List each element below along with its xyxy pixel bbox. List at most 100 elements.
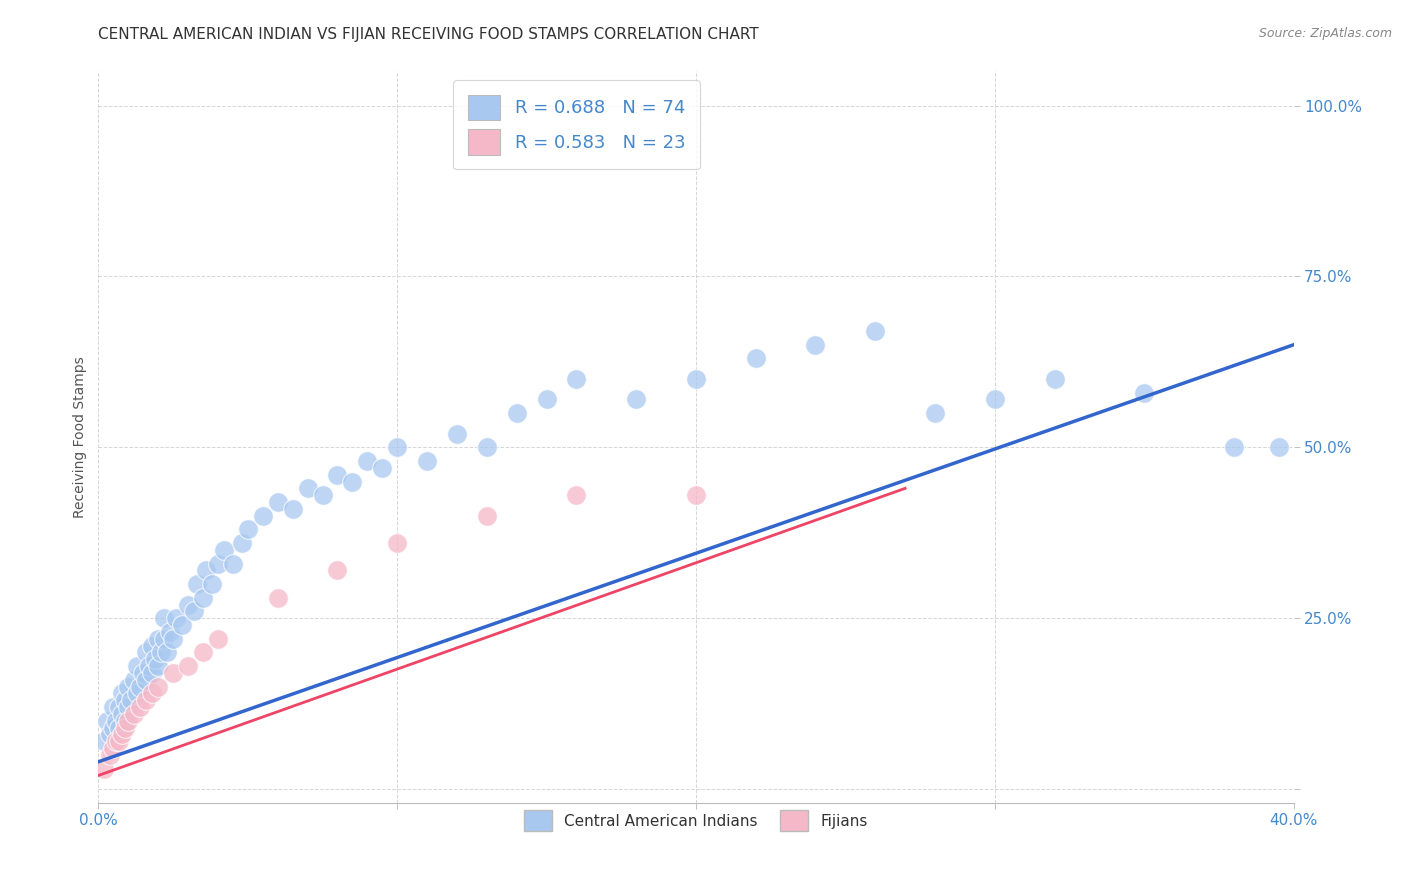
Point [177,598,200,612]
Point [1267,440,1289,454]
Point [191,645,214,659]
Point [124,706,146,721]
Point [745,351,768,366]
Point [103,721,125,735]
Point [416,454,439,468]
Point [108,721,131,735]
Point [111,706,134,721]
Point [150,645,173,659]
Point [212,542,235,557]
Point [685,488,707,502]
Point [103,741,125,756]
Point [117,680,139,694]
Point [297,481,319,495]
Point [114,714,136,728]
Point [201,577,224,591]
Point [114,693,136,707]
Point [475,508,498,523]
Point [191,591,214,605]
Point [475,440,498,454]
Point [186,577,208,591]
Point [865,324,887,338]
Point [1133,385,1156,400]
Point [156,645,179,659]
Point [565,372,588,386]
Point [111,727,134,741]
Point [93,734,115,748]
Point [984,392,1007,407]
Point [385,440,409,454]
Point [195,563,218,577]
Point [183,604,205,618]
Point [326,563,349,577]
Point [267,591,290,605]
Point [326,467,349,482]
Point [162,632,184,646]
Point [446,426,468,441]
Point [105,714,128,728]
Point [506,406,529,420]
Point [1223,440,1246,454]
Point [135,673,157,687]
Point [222,557,245,571]
Point [135,693,157,707]
Point [281,501,304,516]
Point [138,659,160,673]
Point [98,727,122,741]
Point [124,673,146,687]
Point [141,639,163,653]
Point [103,700,125,714]
Text: Source: ZipAtlas.com: Source: ZipAtlas.com [1258,27,1392,40]
Point [111,686,134,700]
Point [565,488,588,502]
Point [1043,372,1066,386]
Point [177,659,200,673]
Text: CENTRAL AMERICAN INDIAN VS FIJIAN RECEIVING FOOD STAMPS CORRELATION CHART: CENTRAL AMERICAN INDIAN VS FIJIAN RECEIV… [98,27,759,42]
Point [311,488,333,502]
Point [252,508,274,523]
Point [267,495,290,509]
Y-axis label: Receiving Food Stamps: Receiving Food Stamps [73,356,87,518]
Point [148,632,170,646]
Point [172,618,194,632]
Point [148,659,170,673]
Point [165,611,187,625]
Point [231,536,253,550]
Point [143,652,166,666]
Point [108,734,131,748]
Point [135,645,157,659]
Legend: Central American Indians, Fijians: Central American Indians, Fijians [517,802,875,839]
Point [804,338,827,352]
Point [356,454,378,468]
Point [162,665,184,680]
Point [114,721,136,735]
Point [153,632,176,646]
Point [96,714,118,728]
Point [93,762,115,776]
Point [105,734,128,748]
Point [626,392,648,407]
Point [148,680,170,694]
Point [685,372,707,386]
Point [108,700,131,714]
Point [127,686,149,700]
Point [132,665,155,680]
Point [141,686,163,700]
Point [129,700,152,714]
Point [924,406,946,420]
Point [385,536,409,550]
Point [98,747,122,762]
Point [129,680,152,694]
Point [236,522,259,536]
Point [342,475,364,489]
Point [127,659,149,673]
Point [117,714,139,728]
Point [120,693,142,707]
Point [207,557,229,571]
Point [371,460,394,475]
Point [159,624,181,639]
Point [117,700,139,714]
Point [141,665,163,680]
Point [536,392,558,407]
Point [153,611,176,625]
